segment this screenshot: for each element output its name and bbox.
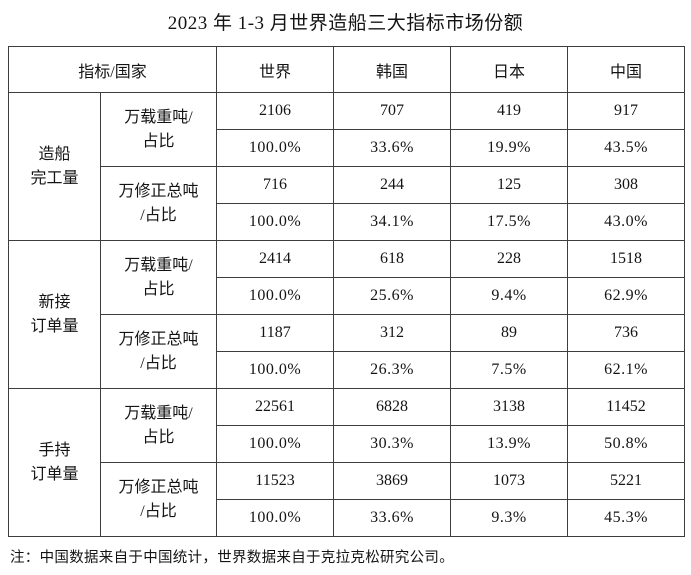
share-cell: 100.0%	[216, 499, 334, 537]
value-cell: 2106	[216, 92, 334, 130]
share-cell: 9.4%	[450, 277, 568, 315]
value-cell: 1073	[450, 462, 568, 500]
country-header-cell: 中国	[567, 46, 685, 93]
share-cell: 19.9%	[450, 129, 568, 167]
share-cell: 30.3%	[333, 425, 451, 463]
share-cell: 62.1%	[567, 351, 685, 389]
table-row: 100.0% 33.6% 19.9% 43.5%	[9, 129, 685, 167]
table-row: 100.0% 34.1% 17.5% 43.0%	[9, 203, 685, 241]
value-cell: 1518	[567, 240, 685, 278]
value-cell: 308	[567, 166, 685, 204]
value-cell: 89	[450, 314, 568, 352]
indicator-group-cell: 造船 完工量	[8, 92, 101, 241]
table-row: 新接 订单量 万载重吨/ 占比 2414 618 228 1518	[8, 240, 685, 389]
indicator-table: 指标/国家 世界 韩国 日本 中国 造船 完工量 万载重吨/ 占比 2106 7…	[8, 46, 685, 537]
table-row: 万修正总吨 /占比 1187 312 89 736	[9, 314, 685, 389]
share-cell: 100.0%	[216, 129, 334, 167]
value-cell: 6828	[333, 388, 451, 426]
share-cell: 34.1%	[333, 203, 451, 241]
share-cell: 100.0%	[216, 351, 334, 389]
table-row: 万修正总吨 /占比 716 244 125 308	[9, 166, 685, 241]
share-cell: 100.0%	[216, 203, 334, 241]
value-cell: 11452	[567, 388, 685, 426]
value-cell: 618	[333, 240, 451, 278]
indicator-group-cell: 手持 订单量	[8, 388, 101, 537]
share-cell: 33.6%	[333, 129, 451, 167]
value-cell: 22561	[216, 388, 334, 426]
share-cell: 62.9%	[567, 277, 685, 315]
metric-label-cell: 万载重吨/ 占比	[100, 92, 217, 167]
share-cell: 100.0%	[216, 277, 334, 315]
country-header-cell: 韩国	[333, 46, 451, 93]
table-row: 100.0% 26.3% 7.5% 62.1%	[9, 351, 685, 389]
footnote: 注：中国数据来自于中国统计，世界数据来自于克拉克松研究公司。	[10, 550, 454, 566]
value-cell: 312	[333, 314, 451, 352]
share-cell: 43.0%	[567, 203, 685, 241]
value-cell: 1187	[216, 314, 334, 352]
value-cell: 3138	[450, 388, 568, 426]
table-row: 万修正总吨 /占比 11523 3869 1073 5221	[9, 462, 685, 537]
page-title: 2023 年 1-3 月世界造船三大指标市场份额	[167, 13, 524, 34]
share-cell: 33.6%	[333, 499, 451, 537]
table-row: 100.0% 30.3% 13.9% 50.8%	[9, 425, 685, 463]
value-cell: 244	[333, 166, 451, 204]
share-cell: 13.9%	[450, 425, 568, 463]
share-cell: 43.5%	[567, 129, 685, 167]
value-cell: 3869	[333, 462, 451, 500]
metric-label-cell: 万载重吨/ 占比	[100, 240, 217, 315]
value-cell: 125	[450, 166, 568, 204]
share-cell: 9.3%	[450, 499, 568, 537]
share-cell: 50.8%	[567, 425, 685, 463]
value-cell: 2414	[216, 240, 334, 278]
value-cell: 736	[567, 314, 685, 352]
metric-label-cell: 万修正总吨 /占比	[100, 166, 217, 241]
metric-label-cell: 万载重吨/ 占比	[100, 388, 217, 463]
share-cell: 17.5%	[450, 203, 568, 241]
value-cell: 707	[333, 92, 451, 130]
corner-header-cell: 指标/国家	[8, 46, 217, 93]
country-header-cell: 世界	[216, 46, 334, 93]
value-cell: 716	[216, 166, 334, 204]
share-cell: 7.5%	[450, 351, 568, 389]
table-row: 造船 完工量 万载重吨/ 占比 2106 707 419 917	[8, 92, 685, 241]
value-cell: 228	[450, 240, 568, 278]
share-cell: 100.0%	[216, 425, 334, 463]
table-row: 100.0% 33.6% 9.3% 45.3%	[9, 499, 685, 537]
table-header-row: 指标/国家 世界 韩国 日本 中国	[8, 46, 685, 93]
table-row: 手持 订单量 万载重吨/ 占比 22561 6828 3138 11452	[8, 388, 685, 537]
metric-label-cell: 万修正总吨 /占比	[100, 462, 217, 537]
metric-label-cell: 万修正总吨 /占比	[100, 314, 217, 389]
value-cell: 11523	[216, 462, 334, 500]
indicator-group-cell: 新接 订单量	[8, 240, 101, 389]
share-cell: 45.3%	[567, 499, 685, 537]
value-cell: 917	[567, 92, 685, 130]
share-cell: 26.3%	[333, 351, 451, 389]
value-cell: 5221	[567, 462, 685, 500]
table-row: 100.0% 25.6% 9.4% 62.9%	[9, 277, 685, 315]
share-cell: 25.6%	[333, 277, 451, 315]
value-cell: 419	[450, 92, 568, 130]
country-header-cell: 日本	[450, 46, 568, 93]
